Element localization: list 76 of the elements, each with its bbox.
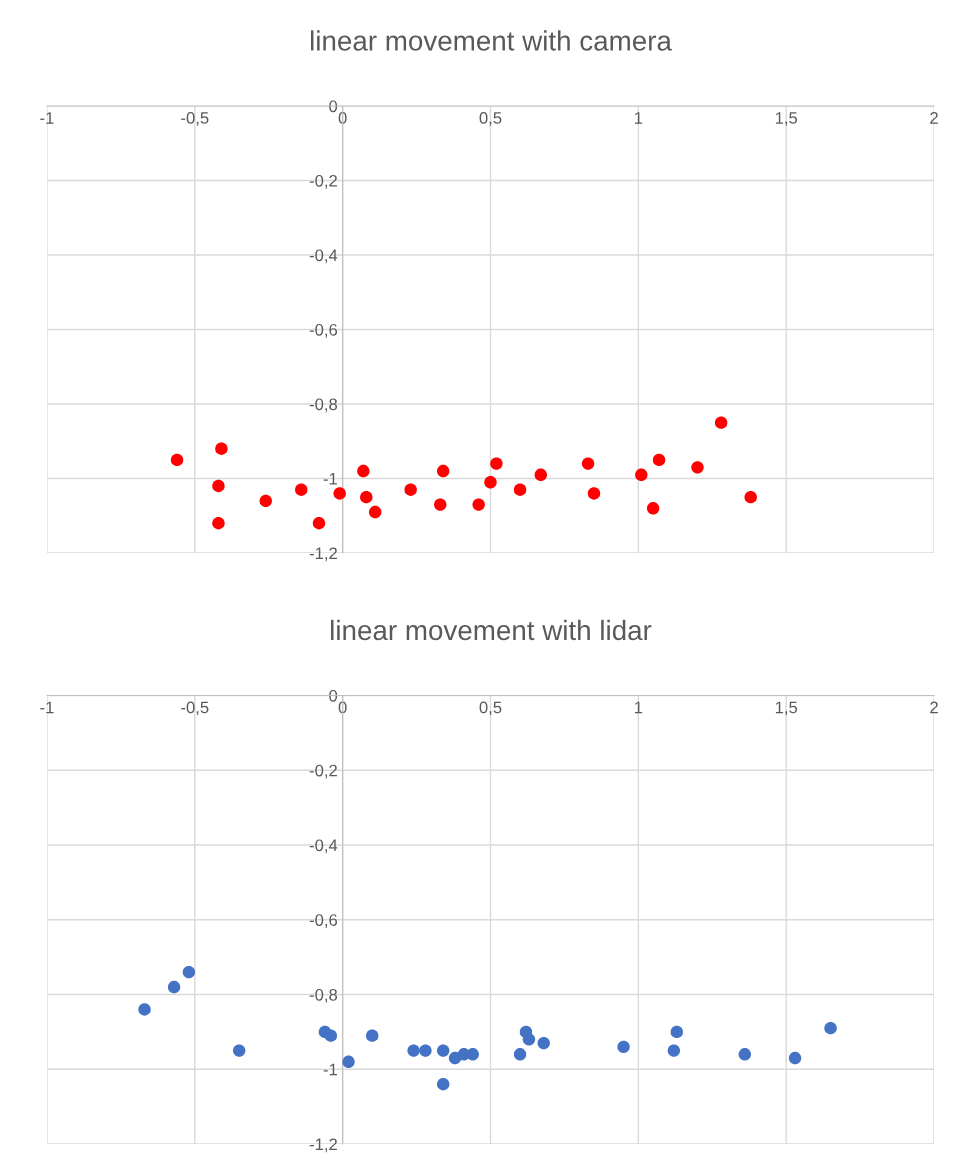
point bbox=[357, 464, 370, 478]
x-tick-label: 2 bbox=[930, 701, 938, 714]
x-tick-label: 0,5 bbox=[479, 701, 502, 716]
point bbox=[259, 494, 272, 508]
point bbox=[295, 483, 308, 496]
chart-title: linear movement with camera bbox=[310, 30, 672, 51]
y-tick-label: -1,2 bbox=[309, 547, 337, 562]
point bbox=[167, 980, 181, 994]
y-tick-label: -0,6 bbox=[309, 914, 338, 928]
point bbox=[744, 490, 757, 504]
point bbox=[714, 416, 728, 429]
x-tick-label: 1 bbox=[634, 701, 643, 714]
x-tick-label: 2 bbox=[930, 112, 938, 124]
point bbox=[182, 965, 196, 979]
x-tick-label: 0 bbox=[338, 112, 347, 124]
point bbox=[513, 483, 527, 496]
point bbox=[232, 1044, 246, 1057]
x-tick-label: -1 bbox=[40, 112, 54, 124]
point bbox=[436, 1044, 450, 1057]
point bbox=[617, 1040, 630, 1054]
point bbox=[824, 1021, 837, 1035]
point bbox=[333, 487, 346, 500]
y-tick-label: -1 bbox=[323, 1063, 337, 1076]
point bbox=[404, 483, 417, 496]
x-tick-label: 1,5 bbox=[775, 701, 798, 716]
point bbox=[738, 1048, 752, 1061]
point bbox=[484, 476, 497, 489]
point bbox=[652, 453, 666, 467]
point bbox=[635, 468, 648, 482]
point bbox=[312, 517, 326, 530]
point bbox=[472, 498, 485, 511]
point bbox=[138, 1003, 151, 1016]
point bbox=[436, 464, 450, 478]
y-tick-label: -0,2 bbox=[309, 174, 337, 189]
point bbox=[534, 468, 547, 482]
y-tick-label: -0,6 bbox=[309, 323, 338, 338]
point bbox=[342, 1055, 355, 1069]
chart-title: linear movement with lidar bbox=[331, 619, 652, 641]
point bbox=[215, 442, 228, 455]
x-tick-label: -0,5 bbox=[181, 701, 209, 716]
point bbox=[490, 457, 503, 470]
x-tick-label: 1,5 bbox=[775, 112, 798, 126]
point bbox=[212, 517, 225, 530]
point bbox=[434, 498, 447, 511]
point bbox=[360, 490, 373, 504]
point bbox=[513, 1048, 527, 1061]
x-tick-label: -0,5 bbox=[181, 112, 209, 126]
point bbox=[522, 1033, 536, 1046]
point bbox=[646, 502, 660, 515]
point bbox=[324, 1029, 338, 1042]
x-tick-label: -1 bbox=[40, 701, 54, 714]
point bbox=[788, 1051, 802, 1065]
point bbox=[170, 453, 184, 467]
point bbox=[691, 461, 704, 474]
y-tick-label: -0,8 bbox=[309, 398, 338, 413]
y-tick-label: -0,4 bbox=[309, 839, 338, 854]
point bbox=[581, 457, 595, 470]
x-tick-label: 0 bbox=[338, 701, 347, 714]
y-tick-label: -1,2 bbox=[309, 1138, 337, 1153]
y-tick-label: -1 bbox=[323, 473, 337, 485]
point bbox=[537, 1036, 550, 1050]
y-tick-label: -0,2 bbox=[309, 764, 337, 779]
point bbox=[419, 1044, 432, 1057]
point bbox=[436, 1078, 450, 1091]
point bbox=[670, 1025, 683, 1039]
point bbox=[368, 505, 382, 519]
point bbox=[407, 1044, 420, 1057]
x-tick-label: 0,5 bbox=[479, 112, 502, 126]
point bbox=[667, 1044, 681, 1057]
y-tick-label: -0,8 bbox=[309, 988, 338, 1003]
point bbox=[212, 479, 225, 493]
y-tick-label: -0,4 bbox=[309, 249, 338, 264]
point bbox=[587, 487, 601, 500]
point bbox=[366, 1029, 379, 1042]
x-tick-label: 1 bbox=[634, 112, 643, 124]
y-tick-label: 0 bbox=[329, 100, 338, 113]
